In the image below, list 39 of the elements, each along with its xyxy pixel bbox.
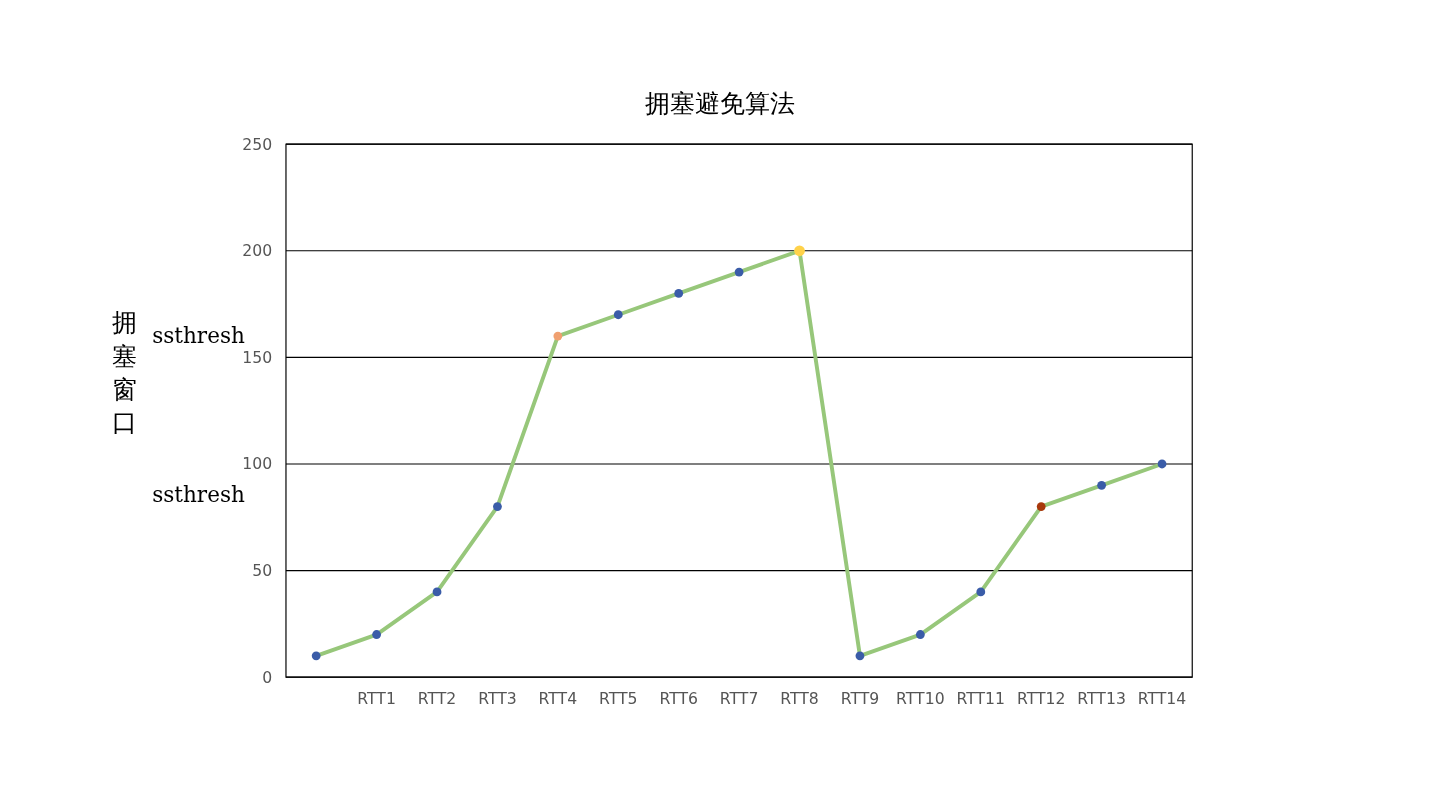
text: ssthresh — [152, 482, 245, 508]
x-tick-label: RTT1 — [357, 688, 396, 708]
y-axis-title: 拥塞窗口 — [111, 307, 137, 438]
x-tick-label: RTT13 — [1077, 688, 1126, 708]
y-tick-label: 50 — [252, 561, 273, 581]
point — [1036, 502, 1046, 512]
x-tick-label: RTT9 — [840, 688, 880, 708]
point — [613, 310, 623, 320]
y-tick-label: 200 — [242, 241, 273, 261]
point — [1097, 480, 1107, 490]
x-tick-label: RTT8 — [780, 688, 819, 708]
point — [493, 502, 502, 512]
point — [794, 245, 805, 257]
x-tick-label: RTT10 — [896, 688, 945, 708]
x-tick-label: RTT5 — [598, 688, 638, 708]
y-tick-label: 150 — [242, 347, 273, 367]
x-tick-label: RTT14 — [1137, 688, 1187, 708]
point — [372, 630, 382, 639]
point — [915, 630, 925, 639]
chart-title: 拥塞避免算法 — [645, 87, 795, 118]
point — [734, 267, 744, 277]
point — [432, 587, 442, 597]
point — [311, 651, 321, 661]
x-tick-label: RTT3 — [478, 688, 517, 708]
y-tick-label: 0 — [262, 667, 273, 687]
x-tick-label: RTT6 — [659, 688, 698, 708]
point — [976, 587, 986, 597]
x-tick-label: RTT4 — [538, 688, 578, 708]
x-tick-label: RTT11 — [956, 688, 1006, 708]
y-tick-label: 250 — [242, 134, 273, 154]
point — [553, 331, 563, 341]
text: ssthresh — [152, 322, 245, 348]
point — [855, 651, 865, 661]
y-tick-label: 100 — [242, 454, 273, 474]
x-tick-label: RTT7 — [719, 688, 759, 708]
x-tick-label: RTT12 — [1016, 688, 1066, 708]
point — [1157, 459, 1167, 469]
x-tick-label: RTT2 — [417, 688, 457, 708]
point — [674, 289, 684, 298]
